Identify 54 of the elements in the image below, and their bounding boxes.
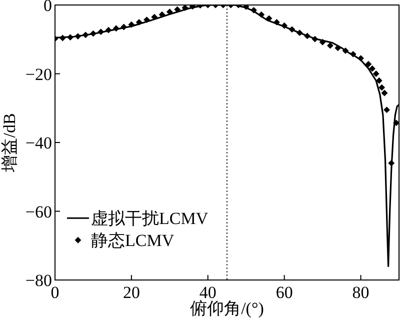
point [258,11,265,18]
point [166,8,173,16]
point [327,42,334,49]
point [120,24,127,30]
point [384,106,390,114]
point [189,5,196,10]
point [242,5,250,10]
point [358,55,364,62]
point [273,18,280,26]
point [59,34,66,42]
point [334,44,342,52]
point [128,21,135,28]
point [250,6,257,14]
x-tick-label: 80 [352,283,370,302]
y-tick-label: −60 [25,202,52,222]
x-axis-title: 俯仰角/(°) [190,299,264,318]
point [90,30,96,37]
y-tick-label: 0 [44,0,52,15]
x-tick-label: 60 [276,283,293,302]
point [67,34,74,41]
point [365,60,372,68]
point [136,18,142,26]
point [376,77,382,84]
point [82,32,89,38]
point [105,26,112,34]
point [158,11,166,18]
y-tick-label: −20 [25,64,52,84]
point [312,36,318,42]
point [381,90,388,96]
point [281,22,288,29]
point [350,50,356,58]
y-axis-title: 增益/dB [0,113,19,173]
point [144,16,150,23]
point [388,160,395,166]
point [112,25,120,32]
x-tick-label: 20 [122,283,140,302]
point [266,15,272,22]
point [151,14,158,20]
point [182,5,188,11]
legend-label: 虚拟干扰LCMV [91,209,209,228]
point [74,33,82,40]
point [378,84,385,91]
point [288,26,296,33]
point [304,32,310,40]
y-tick-label: −80 [25,271,52,290]
point [296,30,303,36]
point [369,65,376,72]
point [393,120,399,126]
legend-label: 静态LCMV [91,231,175,250]
point [319,38,326,46]
point [174,6,181,13]
point [98,28,104,36]
y-tick-label: −40 [25,134,52,152]
point [372,70,380,77]
